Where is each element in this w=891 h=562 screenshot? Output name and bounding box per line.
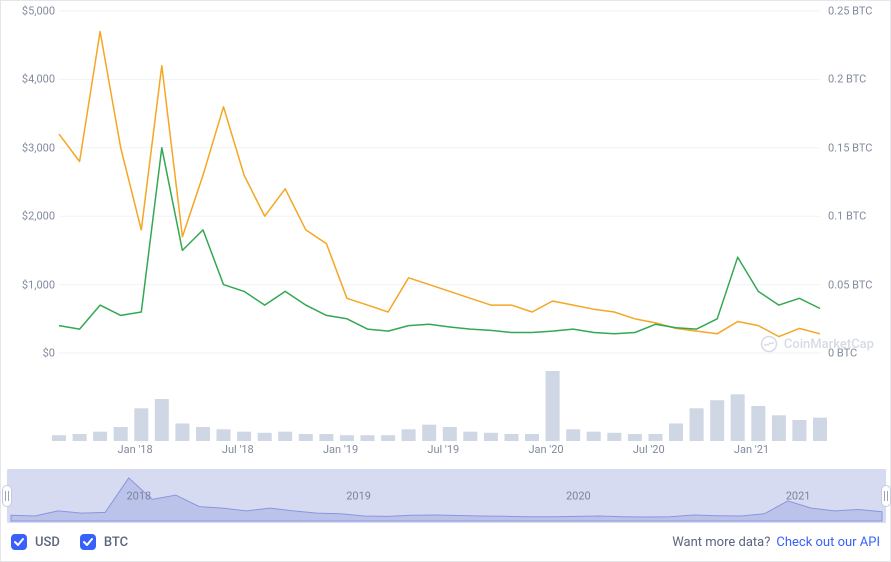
x-tick: Jul '20 [633,443,665,456]
x-tick: Jan '20 [528,443,563,456]
brush-year-label: 2020 [566,490,591,503]
main-chart: $0$1,000$2,000$3,000$4,000$5,000 0 BTC0.… [1,1,891,361]
legend-checkbox[interactable] [80,534,96,550]
y-tick-btc: 0.1 BTC [828,210,866,223]
y-tick-usd: $5,000 [22,5,55,18]
watermark: CoinMarketCap [760,335,874,353]
legend-checkbox[interactable] [11,534,27,550]
x-axis: Jan '18 Jul '18 Jan '19 Jul '19 Jan '20 Jul '… [1,441,891,461]
price-chart-container: $0$1,000$2,000$3,000$4,000$5,000 0 BTC0.… [0,0,891,562]
x-tick: Jan '21 [734,443,769,456]
x-tick: Jan '19 [323,443,358,456]
legend: USD BTC [11,534,128,550]
legend-label: USD [35,535,60,550]
watermark-text: CoinMarketCap [784,337,874,352]
x-tick: Jan '18 [118,443,153,456]
y-tick-btc: 0.05 BTC [828,278,872,291]
volume-bars [1,363,891,441]
y-axis-usd: $0 $1,000 $2,000 $3,000 $4,000 $5,000 [1,1,61,361]
brush-handle-left[interactable] [2,485,12,507]
brush-pane[interactable]: 2018 2019 2020 2021 [7,469,886,523]
y-tick-btc: 0.25 BTC [828,5,872,18]
legend-item-usd[interactable]: USD [11,534,60,550]
legend-label: BTC [104,535,128,550]
volume-pane [1,363,891,441]
y-tick-btc: 0.2 BTC [828,73,866,86]
brush-handle-right[interactable] [881,485,891,507]
y-axis-btc: 0 BTC0.05 BTC0.1 BTC0.15 BTC0.2 BTC0.25 … [822,1,891,361]
chart-footer: USD BTC Want more data? Check out our API [11,529,880,555]
y-tick-btc: 0.15 BTC [828,141,872,154]
x-tick: Jul '19 [427,443,459,456]
brush-year-label: 2018 [126,490,151,503]
y-tick-usd: $1,000 [22,278,55,291]
footer-prompt: Want more data? [672,535,770,550]
brush-year-label: 2021 [786,490,811,503]
legend-item-btc[interactable]: BTC [80,534,128,550]
line-plot[interactable] [1,1,891,361]
api-link[interactable]: Check out our API [776,535,880,550]
brush-year-label: 2019 [346,490,371,503]
x-tick: Jul '18 [222,443,254,456]
y-tick-usd: $2,000 [22,210,55,223]
y-tick-usd: $3,000 [22,141,55,154]
y-tick-usd: $4,000 [22,73,55,86]
coinmarketcap-logo-icon [760,335,778,353]
footer-cta: Want more data? Check out our API [672,535,880,550]
y-tick-usd: $0 [43,347,55,360]
